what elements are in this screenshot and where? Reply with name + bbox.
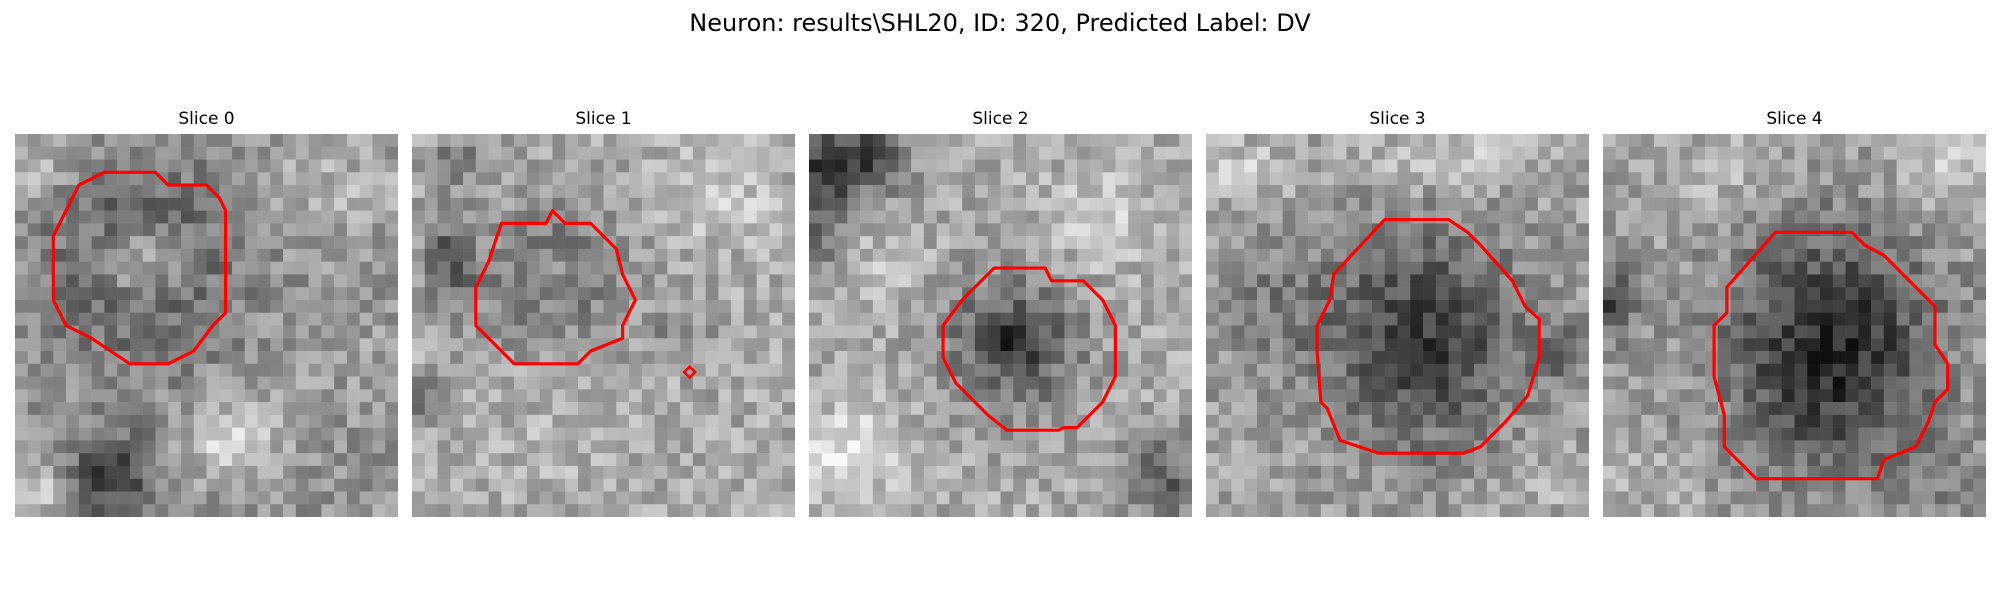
contour-1-speck [682, 364, 697, 380]
slice-image-4 [1603, 134, 1986, 517]
slice-panel-0: Slice 0 [15, 108, 398, 517]
contour-0 [51, 170, 228, 366]
slice-panel-3: Slice 3 [1206, 108, 1589, 517]
figure-title: Neuron: results\SHL20, ID: 320, Predicte… [689, 9, 1311, 37]
slice-image-0 [15, 134, 398, 517]
contour-1 [474, 209, 638, 366]
contour-4 [1712, 230, 1950, 481]
slice-image-3 [1206, 134, 1589, 517]
slice-image-2 [809, 134, 1192, 517]
slice-title-2: Slice 2 [972, 109, 1029, 129]
slice-panel-2: Slice 2 [809, 108, 1192, 517]
contour-2 [941, 266, 1117, 432]
slice-image-1 [412, 134, 795, 517]
contour-3 [1315, 217, 1541, 455]
slice-title-4: Slice 4 [1766, 109, 1823, 129]
slice-title-1: Slice 1 [575, 109, 632, 129]
slice-panel-1: Slice 1 [412, 108, 795, 517]
slice-title-0: Slice 0 [178, 109, 235, 129]
slice-title-3: Slice 3 [1369, 109, 1426, 129]
slice-panel-4: Slice 4 [1603, 108, 1986, 517]
